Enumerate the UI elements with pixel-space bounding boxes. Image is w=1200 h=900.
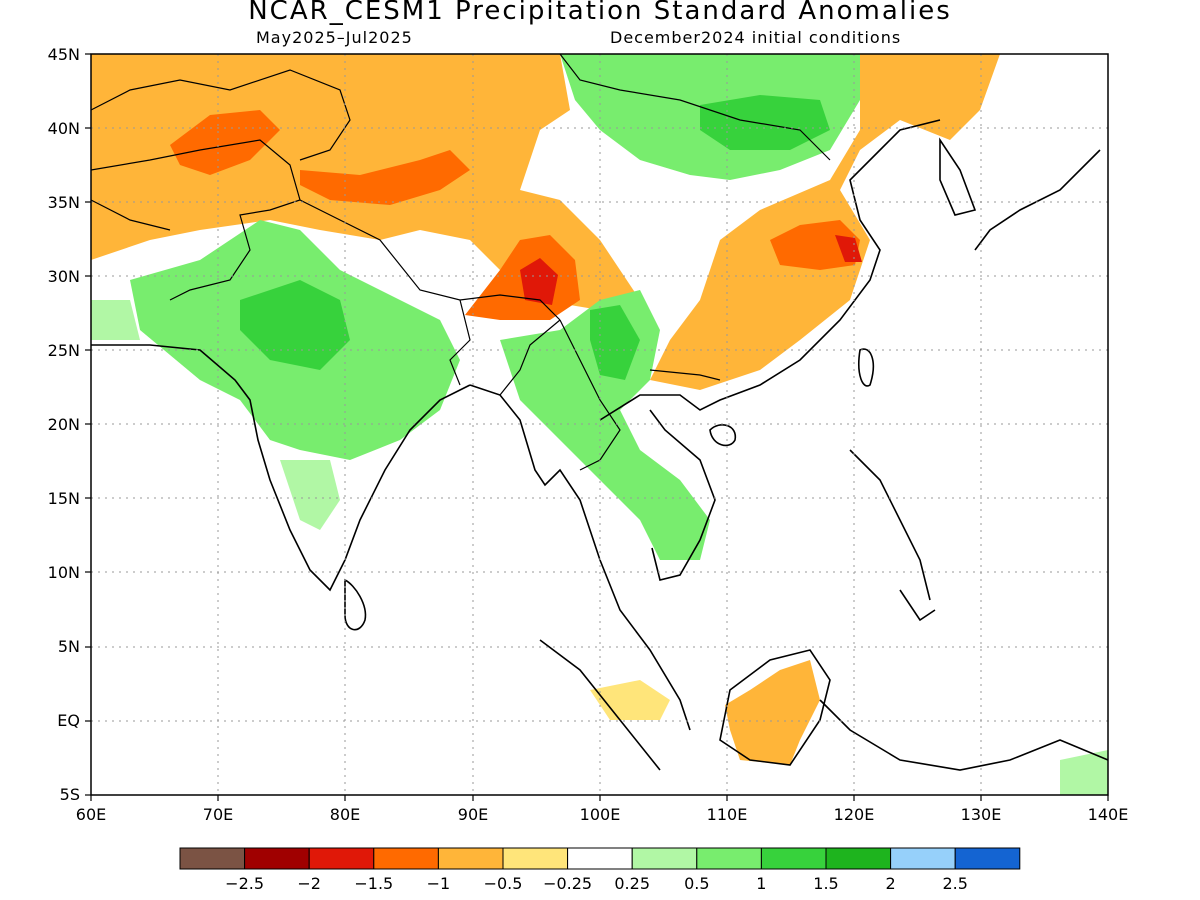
latitude-labels: 5S EQ 5N 10N 15N 20N 25N 30N 35N 40N 45N xyxy=(48,45,80,804)
colorbar-swatch xyxy=(179,847,246,870)
colorbar-label: −0.5 xyxy=(484,874,523,893)
colorbar-swatch xyxy=(954,847,1021,870)
anomaly-region-india-core xyxy=(240,280,350,370)
colorbar-swatch xyxy=(890,847,956,870)
lon-label: 100E xyxy=(580,805,621,824)
lon-label: 80E xyxy=(330,805,360,824)
lon-label: 60E xyxy=(76,805,106,824)
lat-label: 25N xyxy=(48,341,80,360)
lat-label: 5N xyxy=(58,637,80,656)
longitude-labels: 60E 70E 80E 90E 100E 110E 120E 130E 140E xyxy=(76,805,1129,824)
colorbar-swatch xyxy=(308,847,375,870)
coastlines xyxy=(91,119,1108,771)
lat-label: 15N xyxy=(48,489,80,508)
lon-label: 140E xyxy=(1088,805,1129,824)
lat-label: 45N xyxy=(48,45,80,64)
forecast-period: May2025–Jul2025 xyxy=(256,28,413,47)
colorbar-swatch xyxy=(244,847,310,870)
colorbar-label: −0.25 xyxy=(543,874,592,893)
colorbar-swatch xyxy=(760,847,827,870)
colorbar-label: −2 xyxy=(297,874,321,893)
anomaly-field xyxy=(91,54,1108,795)
anomaly-region-indonesia-dry xyxy=(590,680,670,720)
lon-label: 70E xyxy=(203,805,233,824)
anomaly-region-nw-wet xyxy=(91,300,140,340)
colorbar-swatch xyxy=(373,847,439,870)
anomaly-region-kazakh-red xyxy=(170,110,280,175)
lon-label: 120E xyxy=(834,805,875,824)
initial-conditions: December2024 initial conditions xyxy=(610,28,902,47)
lat-label: 20N xyxy=(48,415,80,434)
country-borders xyxy=(91,54,831,471)
colorbar-swatch xyxy=(567,847,633,870)
tick-marks xyxy=(85,53,1109,801)
lat-label: 35N xyxy=(48,193,80,212)
colorbar-label: 1 xyxy=(756,874,766,893)
colorbar-swatch xyxy=(631,847,698,870)
colorbar-label: 0.5 xyxy=(684,874,709,893)
colorbar-label: 1.5 xyxy=(813,874,838,893)
lat-label: 5S xyxy=(60,785,80,804)
colorbar-label: −1 xyxy=(427,874,451,893)
anomaly-region-yangtze-core xyxy=(835,235,862,262)
colorbar-swatch xyxy=(437,847,504,870)
colorbar-label: −1.5 xyxy=(354,874,393,893)
colorbar-label: 0.25 xyxy=(614,874,650,893)
colorbar-swatch xyxy=(502,847,569,870)
anomaly-region-borneo-dry xyxy=(725,660,820,765)
anomaly-region-mongolia-core xyxy=(700,95,830,150)
colorbar: −2.5 −2 −1.5 −1 −0.5 −0.25 0.25 0.5 1 1.5 2 2.5 xyxy=(179,847,1021,893)
lon-label: 130E xyxy=(961,805,1002,824)
anomaly-region-tibet-core xyxy=(520,258,558,305)
lon-label: 90E xyxy=(458,805,488,824)
map-title: NCAR_CESM1 Precipitation Standard Anomal… xyxy=(248,0,952,26)
lon-label: 110E xyxy=(707,805,748,824)
lat-label: 40N xyxy=(48,119,80,138)
gridlines xyxy=(91,54,1108,795)
anomaly-region-indochina-core xyxy=(590,305,640,380)
colorbar-label: −2.5 xyxy=(225,874,264,893)
anomaly-region-yangtze-red xyxy=(770,220,860,270)
colorbar-swatch xyxy=(825,847,892,870)
colorbar-label: 2 xyxy=(886,874,896,893)
anomaly-region-india-south-wet xyxy=(280,460,340,530)
lat-label: EQ xyxy=(57,711,80,730)
colorbar-label: 2.5 xyxy=(942,874,967,893)
colorbar-swatch xyxy=(696,847,762,870)
lat-label: 30N xyxy=(48,267,80,286)
anomaly-region-indonesia-wet xyxy=(1060,750,1108,795)
lat-label: 10N xyxy=(48,563,80,582)
anomaly-region-tarim-red xyxy=(300,150,470,205)
anomaly-region-indochina-wet xyxy=(500,290,710,560)
